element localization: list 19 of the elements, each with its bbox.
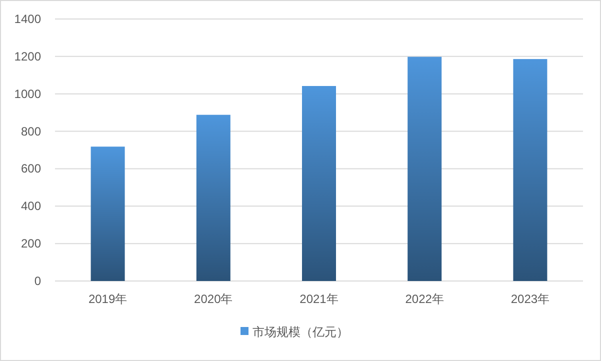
- y-tick-label: 600: [20, 162, 42, 176]
- y-tick-label: 1200: [14, 49, 42, 64]
- x-tick-label: 2019年: [88, 292, 128, 306]
- x-tick-label: 2020年: [194, 292, 233, 306]
- y-tick-label: 400: [20, 199, 42, 214]
- y-tick-label: 1000: [14, 86, 42, 101]
- legend-label: 市场规模（亿元）: [252, 325, 348, 339]
- x-tick-label: 2021年: [300, 292, 338, 306]
- bar: [196, 114, 230, 281]
- x-tick-label: 2022年: [405, 292, 444, 306]
- bar: [513, 59, 548, 281]
- bar: [302, 86, 336, 281]
- y-tick-label: 0: [34, 274, 42, 288]
- x-tick-label: 2023年: [510, 292, 550, 306]
- y-tick-label: 1400: [14, 12, 42, 26]
- y-tick-label: 800: [20, 124, 42, 138]
- bar: [90, 146, 125, 281]
- bar: [408, 56, 442, 281]
- y-tick-label: 200: [20, 236, 42, 251]
